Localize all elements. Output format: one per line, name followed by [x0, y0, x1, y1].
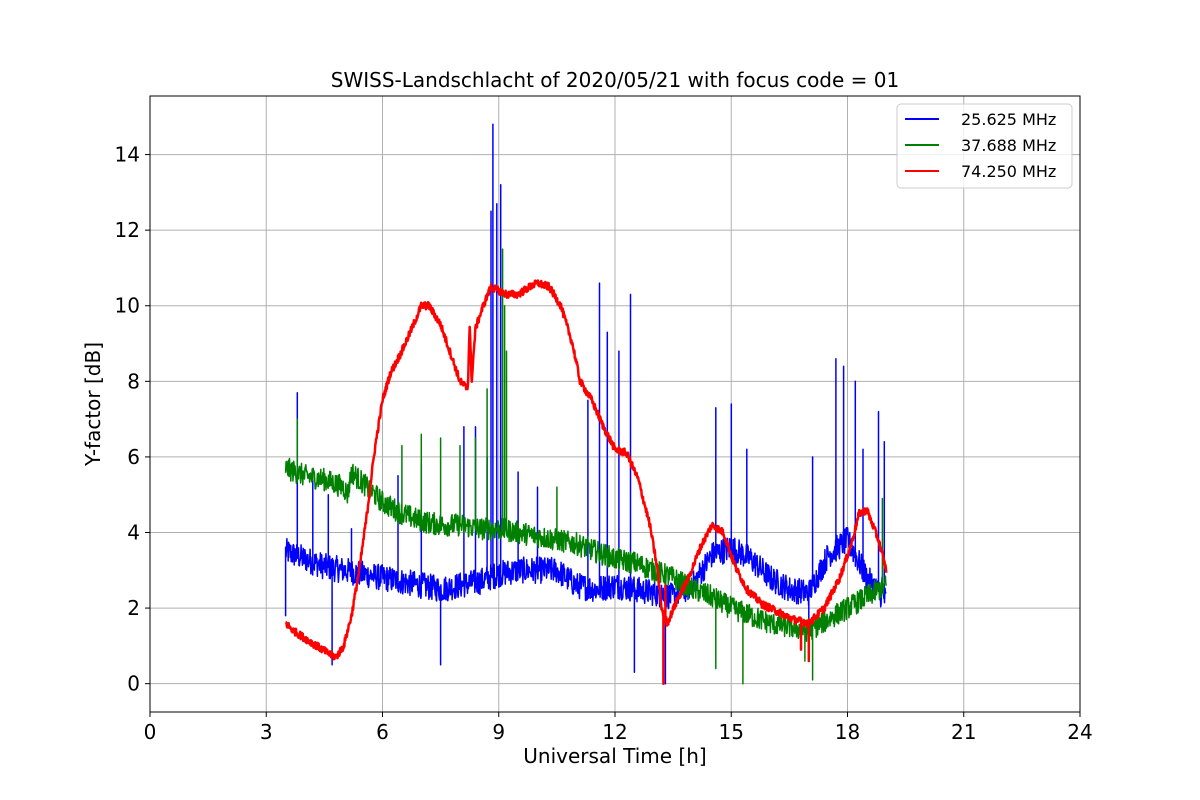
y-tick-label: 8	[127, 369, 140, 393]
series-layer	[284, 123, 888, 685]
y-axis-label: Y-factor [dB]	[81, 342, 105, 467]
chart-title: SWISS-Landschlacht of 2020/05/21 with fo…	[331, 68, 899, 92]
x-axis-label: Universal Time [h]	[523, 744, 706, 768]
x-tick-label: 3	[260, 720, 273, 744]
x-tick-label: 0	[144, 720, 157, 744]
y-tick-label: 14	[115, 143, 140, 167]
y-axis: 0 2 4 6 8 10 12 14	[115, 143, 150, 696]
legend-box	[896, 103, 1073, 189]
series-37-688-mhz-line	[284, 248, 888, 685]
legend: 25.625 MHz 37.688 MHz 74.250 MHz	[896, 103, 1073, 189]
y-tick-label: 2	[127, 596, 140, 620]
y-tick-label: 10	[115, 294, 140, 318]
x-axis: 0 3 6 9 12 15 18 21 24	[144, 712, 1093, 744]
x-tick-label: 12	[602, 720, 627, 744]
x-tick-label: 18	[835, 720, 860, 744]
legend-label: 37.688 MHz	[961, 136, 1056, 155]
x-tick-label: 24	[1067, 720, 1092, 744]
x-tick-label: 6	[376, 720, 389, 744]
y-tick-label: 6	[127, 445, 140, 469]
x-tick-label: 15	[719, 720, 744, 744]
series-74-250-mhz-line	[284, 279, 888, 685]
legend-label: 74.250 MHz	[961, 162, 1056, 181]
x-tick-label: 21	[951, 720, 976, 744]
series-25-625-mhz-line	[284, 123, 887, 685]
y-tick-label: 4	[127, 520, 140, 544]
x-tick-label: 9	[492, 720, 505, 744]
legend-label: 25.625 MHz	[961, 110, 1056, 129]
y-tick-label: 0	[127, 672, 140, 696]
y-tick-label: 12	[115, 218, 140, 242]
